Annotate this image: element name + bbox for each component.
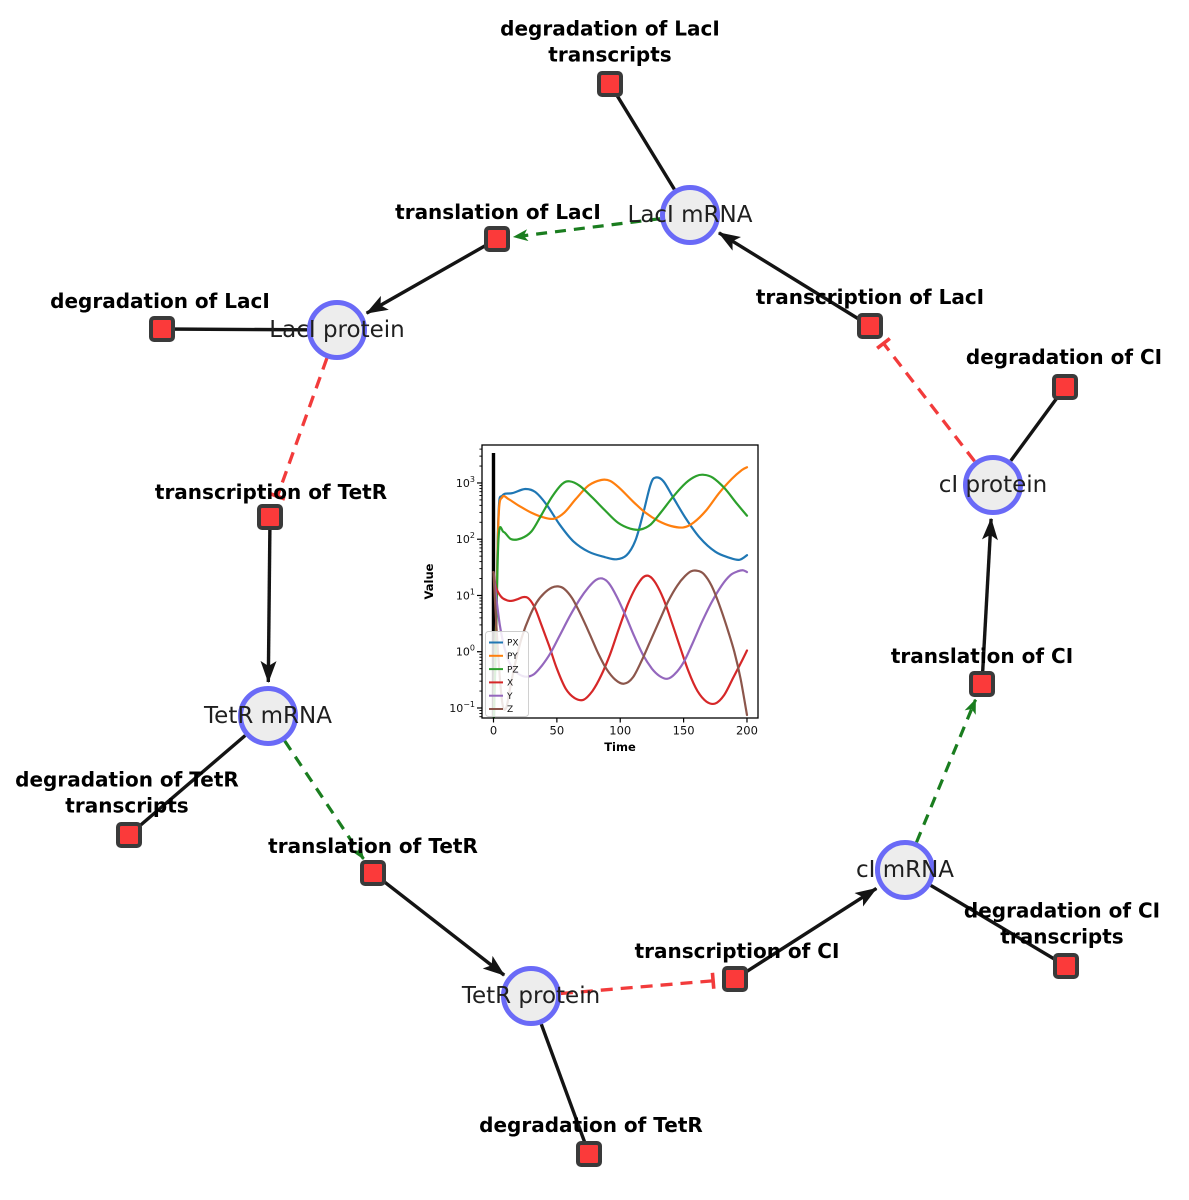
x-tick-label: 100 (609, 724, 631, 738)
x-tick-label: 50 (550, 724, 565, 738)
reaction-node-tx-laci[interactable] (857, 313, 883, 339)
y-tick-label: 100 (456, 644, 475, 659)
edge-production-translation-ci-to-ci-protein (980, 517, 998, 685)
series-line-x (492, 571, 749, 706)
y-tick-label: 10−1 (449, 700, 475, 715)
edge-consumption-tetr-protein-to-deg-tetr (539, 1023, 591, 1155)
edge-inhibition-tetr-protein-to-tx-ci (560, 972, 716, 996)
reaction-node-deg-tetr-tx[interactable] (116, 822, 142, 848)
legend-label-py: PY (507, 652, 518, 662)
species-node-tetr-mrna[interactable] (238, 686, 298, 746)
tetr-protein-label: TetR protein (461, 982, 601, 1009)
translation-laci-label: translation of LacI (395, 199, 601, 224)
edge-production-tx-laci-to-laci-mrna (718, 231, 871, 328)
species-node-ci-protein[interactable] (963, 455, 1023, 515)
legend-label-y: Y (506, 692, 513, 702)
species-node-laci-protein[interactable] (307, 300, 367, 360)
x-tick-label: 150 (673, 724, 695, 738)
laci-mrna-label: LacI mRNA (627, 201, 753, 228)
translation-tetr-label: translation of TetR (268, 833, 478, 858)
reaction-node-translation-tetr[interactable] (360, 860, 386, 886)
edge-modifier-ci-mrna-to-translation-ci (915, 698, 977, 843)
reaction-node-deg-ci-tx[interactable] (1053, 953, 1079, 979)
series-line-px (492, 476, 749, 718)
edge-modifier-laci-mrna-to-translation-laci (512, 217, 661, 242)
tetr-mrna-label: TetR mRNA (204, 702, 332, 729)
edge-production-translation-tetr-to-tetr-protein (371, 871, 506, 977)
tx-ci-label: transcription of CI (634, 938, 840, 963)
tx-laci-label: transcription of LacI (755, 284, 985, 309)
edge-consumption-laci-mrna-to-deg-laci-tx (608, 83, 676, 191)
series-line-pz (492, 473, 749, 718)
edge-production-translation-laci-to-laci-protein (365, 237, 498, 315)
series-line-py (492, 466, 749, 718)
deg-tetr-label: degradation of TetR (479, 1112, 703, 1137)
deg-tetr-tx-label: degradation of TetR transcripts (15, 767, 239, 818)
y-tick-label: 102 (456, 531, 475, 546)
deg-laci-tx-label: degradation of LacI transcripts (500, 16, 720, 67)
translation-ci-label: translation of CI (890, 643, 1074, 668)
species-node-laci-mrna[interactable] (660, 185, 720, 245)
edge-inhibition-laci-protein-to-tx-tetr (269, 357, 329, 501)
x-axis-title: Time (604, 740, 636, 754)
tx-tetr-label: transcription of TetR (154, 479, 388, 504)
legend-label-px: PX (507, 639, 519, 649)
laci-protein-label: LacI protein (269, 316, 405, 343)
reaction-node-deg-laci[interactable] (149, 316, 175, 342)
deg-laci-label: degradation of LacI (50, 288, 270, 313)
reaction-node-tx-tetr[interactable] (257, 504, 283, 530)
series-line-z (492, 569, 749, 717)
reaction-node-translation-ci[interactable] (969, 671, 995, 697)
y-axis-title: Value (422, 563, 436, 599)
x-tick-label: 200 (736, 724, 758, 738)
reaction-node-deg-ci[interactable] (1052, 374, 1078, 400)
edge-production-tx-tetr-to-tetr-mrna (260, 516, 277, 683)
edge-consumption-ci-mrna-to-deg-ci-tx (929, 883, 1067, 968)
edge-production-tx-ci-to-ci-mrna (734, 886, 878, 981)
legend-label-z: Z (507, 705, 513, 715)
ci-protein-label: cI protein (938, 471, 1048, 498)
deg-ci-label: degradation of CI (965, 344, 1163, 369)
species-node-tetr-protein[interactable] (501, 966, 561, 1026)
reaction-node-translation-laci[interactable] (484, 226, 510, 252)
y-tick-label: 101 (456, 587, 475, 602)
reaction-node-tx-ci[interactable] (722, 966, 748, 992)
edge-consumption-tetr-mrna-to-deg-tetr-tx (127, 734, 247, 837)
species-node-ci-mrna[interactable] (875, 840, 935, 900)
legend-label-pz: PZ (507, 665, 519, 675)
legend-label-x: X (507, 679, 513, 689)
chart-legend: PX PY PZ XYZ (485, 631, 529, 717)
y-tick-label: 103 (456, 475, 475, 490)
inset-timeseries-chart: 0 50 100 150 20010−1100101102103TimeValuePXP… (422, 444, 759, 754)
reaction-node-deg-tetr[interactable] (576, 1141, 602, 1167)
edge-modifier-tetr-mrna-to-translation-tetr (283, 740, 365, 860)
edges-layer (127, 83, 1067, 1155)
x-tick-label: 0 (490, 724, 497, 738)
edge-consumption-laci-protein-to-deg-laci (161, 327, 308, 332)
ci-mrna-label: cI mRNA (855, 856, 955, 883)
deg-ci-tx-label: degradation of CI transcripts (963, 898, 1161, 949)
edge-inhibition-ci-protein-to-tx-laci (876, 337, 976, 463)
reaction-node-deg-laci-tx[interactable] (597, 71, 623, 97)
